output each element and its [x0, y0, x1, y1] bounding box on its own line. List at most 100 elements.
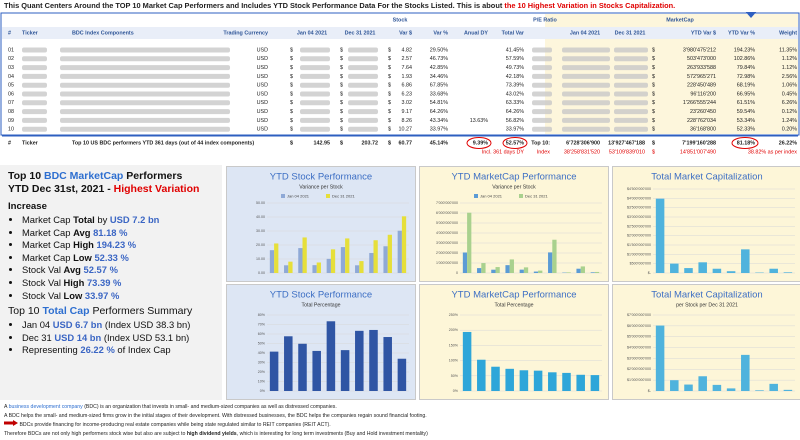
- bar: [369, 252, 374, 273]
- y-tick-label: 40%: [258, 351, 266, 355]
- redacted: [22, 100, 47, 106]
- bar: [741, 354, 750, 391]
- bar: [655, 198, 665, 273]
- chart-subtitle: Variance per Stock: [299, 184, 343, 190]
- y-tick-label: 0%: [453, 389, 459, 393]
- redacted: [22, 82, 47, 88]
- value: 52.33 %: [94, 251, 129, 263]
- chart-title: YTD Stock Performance: [270, 172, 372, 183]
- value: 73.39 %: [86, 276, 122, 288]
- y-tick-label: 0: [456, 271, 458, 275]
- bar: [590, 272, 595, 273]
- y-tick-label: $4'000'000'000: [627, 196, 651, 200]
- text: Avg: [73, 226, 91, 238]
- highlight-circle: [466, 137, 492, 149]
- column-header: Jan 04 2021: [570, 30, 600, 36]
- chart-title: Total Market Capitalization: [651, 172, 762, 183]
- bar: [477, 268, 482, 273]
- bar: [505, 368, 514, 391]
- bar: [712, 268, 722, 273]
- redacted: [60, 47, 230, 53]
- y-tick-label: 3'000'000'000: [436, 241, 458, 245]
- bar: [401, 216, 407, 273]
- bar: [755, 390, 764, 391]
- cell: $: [388, 100, 391, 106]
- cell: 10: [8, 127, 14, 133]
- cell: 42.85%: [430, 65, 448, 71]
- cell: $: [340, 47, 343, 53]
- text: Dec 31: [22, 331, 52, 343]
- cell: USD: [257, 127, 268, 133]
- y-tick-label: 6'000'000'000: [436, 211, 458, 215]
- bar: [284, 265, 289, 273]
- bar: [397, 230, 402, 273]
- chart: Total Market Capitalization $- $500'000'00…: [612, 166, 800, 282]
- cell: 46.73%: [430, 56, 448, 62]
- redacted: [348, 126, 378, 132]
- text: High: [73, 239, 94, 251]
- cell: $: [290, 109, 293, 115]
- cell: $: [340, 56, 343, 62]
- legend-label: Dec 31 2021: [525, 193, 548, 198]
- bar: [712, 384, 722, 391]
- bar: [345, 238, 350, 273]
- y-tick-label: $4'500'000'000: [627, 187, 651, 191]
- bar: [519, 269, 524, 273]
- redacted: [562, 117, 610, 123]
- cell: USD: [257, 65, 268, 71]
- cell: 572'965'271: [687, 74, 716, 80]
- text: Performers: [126, 170, 183, 182]
- bar: [552, 239, 557, 273]
- cell: 29.50%: [430, 47, 448, 53]
- text: Top 10: [8, 170, 42, 182]
- redacted: [60, 82, 230, 88]
- text: A BDC helps the small- and medium-sized …: [4, 412, 427, 419]
- legend-label: Dec 31 2021: [332, 193, 355, 198]
- column-header: MarketCap: [666, 17, 694, 23]
- cell: 09: [8, 118, 14, 124]
- cell: 1.24%: [782, 118, 797, 124]
- cell: 228'762'034: [687, 118, 716, 124]
- bar: [387, 234, 392, 273]
- column-header: YTD Var %: [728, 30, 755, 36]
- cell: 53.34%: [737, 118, 755, 124]
- bar: [355, 265, 360, 273]
- redacted: [348, 65, 378, 71]
- cell: 263'933'588: [687, 65, 716, 71]
- bar: [312, 350, 321, 391]
- cell: $: [388, 47, 391, 53]
- link[interactable]: business development company: [8, 404, 83, 410]
- cell: 36'168'800: [690, 127, 716, 133]
- redacted: [562, 73, 610, 79]
- summary-panel: Top 10 BDC MarketCap Performers YTD Dec …: [0, 165, 222, 400]
- cell: $: [652, 83, 655, 89]
- footer-cell: $: [340, 140, 343, 146]
- arrow-icon: [745, 12, 757, 18]
- bar: [288, 261, 293, 273]
- y-tick-label: $1'500'000'000: [627, 243, 651, 247]
- cell: 3.02: [402, 100, 413, 106]
- cell: 4.82: [402, 47, 413, 53]
- value: USD 14 bn: [54, 331, 102, 343]
- list: Market Cap Total by USD 7.2 bnMarket Cap…: [8, 214, 214, 302]
- bar: [462, 331, 472, 391]
- bar: [477, 359, 486, 391]
- bar: [326, 258, 331, 273]
- redacted: [22, 56, 47, 62]
- text: of Index Cap: [117, 344, 171, 356]
- text: Market Cap: [22, 239, 71, 251]
- footer-cell: 6'728'306'900: [566, 140, 600, 146]
- value: 52.57 %: [83, 264, 118, 276]
- cell: USD: [257, 47, 268, 53]
- cell: 34.46%: [430, 74, 448, 80]
- cell: $: [652, 74, 655, 80]
- cell: 0.45%: [782, 91, 797, 97]
- text: Stock Val: [22, 289, 61, 301]
- y-tick-label: $2'500'000'000: [627, 224, 651, 228]
- list-item: Jan 04 USD 6.7 bn (Index USD 38.3 bn): [22, 319, 214, 332]
- bar: [594, 271, 600, 273]
- cell: $: [290, 65, 293, 71]
- redacted: [614, 117, 648, 123]
- redacted: [562, 47, 610, 53]
- redacted: [348, 100, 378, 106]
